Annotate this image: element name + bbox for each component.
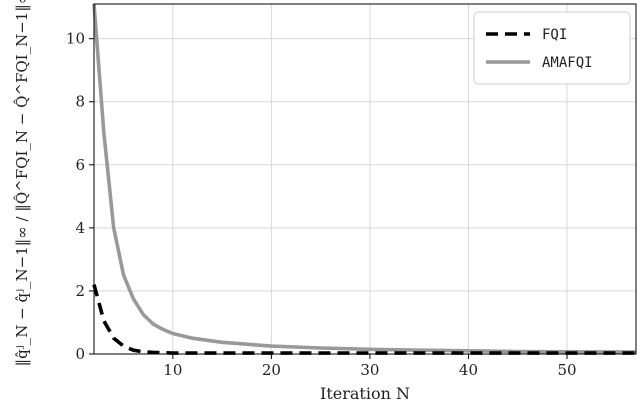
series-line-amafqi	[92, 3, 637, 354]
series-lines	[92, 3, 637, 355]
x-axis-label: Iteration N	[320, 384, 410, 403]
y-tick-label: 8	[75, 93, 85, 111]
legend: FQI AMAFQI	[473, 11, 631, 85]
y-tick-label: 0	[75, 345, 85, 363]
x-tick-label: 30	[360, 361, 379, 379]
x-tick-label: 40	[459, 361, 478, 379]
x-axis-ticks: 10 20 30 40 50	[163, 354, 577, 379]
y-axis-label: ‖q̂ʲ_N − q̂ʲ_N−1‖∞ / ‖Q̂^FQI_N − Q̂^FQI_…	[13, 0, 31, 366]
y-tick-label: 6	[75, 156, 85, 174]
y-tick-label: 2	[75, 282, 85, 300]
x-tick-label: 10	[163, 361, 182, 379]
legend-label: FQI	[542, 27, 567, 43]
legend-label: AMAFQI	[542, 55, 593, 71]
y-tick-label: 10	[66, 30, 85, 48]
x-tick-label: 20	[262, 361, 281, 379]
legend-box	[473, 11, 631, 85]
y-axis-ticks: 0 2 4 6 8 10	[66, 30, 94, 363]
x-tick-label: 50	[557, 361, 576, 379]
y-tick-label: 4	[75, 219, 85, 237]
series-line-fqi	[92, 284, 636, 355]
plot-frame	[93, 3, 637, 355]
